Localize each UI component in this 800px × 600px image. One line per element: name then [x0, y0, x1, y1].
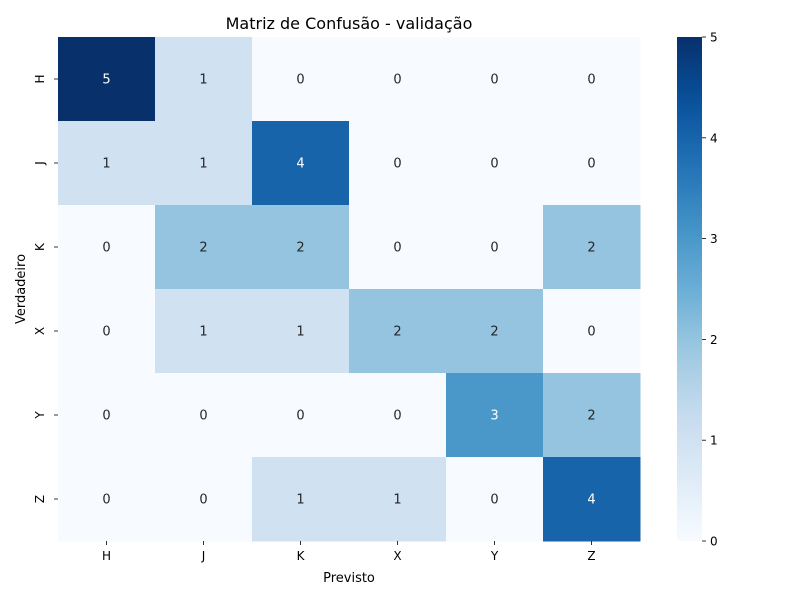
- cell-value-label: 0: [296, 409, 304, 424]
- cell-value-label: 0: [490, 241, 498, 256]
- cell-value-label: 2: [490, 325, 498, 340]
- y-tick-label: Z: [33, 495, 47, 503]
- x-axis-label: Previsto: [323, 571, 375, 586]
- cell-value-label: 1: [296, 325, 304, 340]
- heatmap-cell: [155, 373, 253, 458]
- colorbar-tick-label: 1: [710, 434, 718, 448]
- cell-value-label: 0: [587, 73, 595, 88]
- cell-value-label: 0: [102, 241, 110, 256]
- heatmap-cell: [349, 121, 447, 206]
- heatmap-cell: [155, 121, 253, 206]
- x-tick-label: K: [297, 549, 306, 563]
- heatmap-cell: [446, 373, 544, 458]
- heatmap-cell: [155, 289, 253, 374]
- cell-value-label: 2: [587, 409, 595, 424]
- heatmap-cell: [58, 373, 156, 458]
- colorbar-ticks: 0 1 2 3 4 5: [702, 31, 718, 549]
- heatmap-cell: [446, 37, 544, 122]
- cell-value-label: 1: [199, 73, 207, 88]
- x-tick-label: J: [201, 549, 206, 563]
- heatmap-cell: [543, 373, 641, 458]
- colorbar-tick-label: 3: [710, 232, 718, 246]
- cell-value-label: 1: [393, 493, 401, 508]
- y-tick-label: X: [33, 327, 47, 335]
- y-axis-label: Verdadeiro: [14, 254, 29, 324]
- heatmap-cell: [58, 457, 156, 542]
- heatmap-cell: [349, 289, 447, 374]
- heatmap-cell: [252, 457, 350, 542]
- cell-value-label: 0: [490, 157, 498, 172]
- heatmap-cell: [446, 205, 544, 290]
- heatmap-cell: [155, 37, 253, 122]
- colorbar-tick-label: 5: [710, 31, 718, 45]
- cell-value-label: 1: [199, 157, 207, 172]
- cell-value-label: 4: [587, 493, 595, 508]
- heatmap-cell: [543, 457, 641, 542]
- cell-value-label: 0: [587, 325, 595, 340]
- heatmap-cell: [252, 205, 350, 290]
- heatmap-cell: [446, 289, 544, 374]
- cell-value-label: 2: [587, 241, 595, 256]
- cell-value-label: 0: [490, 493, 498, 508]
- y-tick-label: H: [33, 74, 47, 83]
- cell-value-label: 0: [393, 73, 401, 88]
- heatmap-cell: [252, 121, 350, 206]
- heatmap-cell: [349, 205, 447, 290]
- colorbar: [677, 37, 702, 541]
- y-axis-ticks: H J K X Y Z: [33, 74, 58, 503]
- cell-value-label: 3: [490, 409, 498, 424]
- x-tick-label: H: [102, 549, 111, 563]
- cell-value-label: 4: [296, 157, 304, 172]
- cell-value-label: 1: [199, 325, 207, 340]
- cell-value-label: 0: [102, 493, 110, 508]
- colorbar-tick-label: 4: [710, 131, 718, 145]
- heatmap-cell: [58, 37, 156, 122]
- cell-value-label: 0: [393, 241, 401, 256]
- cell-value-label: 0: [587, 157, 595, 172]
- chart-title: Matriz de Confusão - validação: [226, 14, 473, 33]
- heatmap-cell: [252, 289, 350, 374]
- heatmap-cell: [543, 121, 641, 206]
- cell-value-label: 5: [102, 73, 110, 88]
- cell-value-label: 2: [296, 241, 304, 256]
- y-tick-label: J: [33, 161, 47, 166]
- y-tick-label: Y: [33, 411, 47, 420]
- cell-value-label: 0: [102, 409, 110, 424]
- heatmap-cell: [349, 37, 447, 122]
- x-tick-label: Z: [587, 549, 595, 563]
- x-tick-label: Y: [490, 549, 499, 563]
- cell-value-label: 2: [393, 325, 401, 340]
- cell-value-label: 0: [102, 325, 110, 340]
- heatmap-cell: [543, 289, 641, 374]
- cell-value-label: 0: [199, 493, 207, 508]
- heatmap-cell: [543, 205, 641, 290]
- heatmap-cell: [349, 373, 447, 458]
- cell-value-label: 1: [296, 493, 304, 508]
- heatmap-cell: [543, 37, 641, 122]
- heatmap-cell: [58, 121, 156, 206]
- y-tick-label: K: [33, 242, 47, 251]
- cell-value-label: 0: [296, 73, 304, 88]
- heatmap-cell: [446, 121, 544, 206]
- heatmap-cell: [252, 373, 350, 458]
- heatmap-cells: 5 1 0 0 0 0 1 1 4 0 0 0 0 2 2 0 0 2 0 1 1 2 2 0 0 0 0 0 3 2 0 0 1 1 0 4: [58, 37, 641, 542]
- cell-value-label: 0: [393, 157, 401, 172]
- heatmap-cell: [155, 205, 253, 290]
- cell-value-label: 0: [199, 409, 207, 424]
- cell-value-label: 1: [102, 157, 110, 172]
- cell-value-label: 0: [393, 409, 401, 424]
- heatmap-cell: [252, 37, 350, 122]
- heatmap-cell: [446, 457, 544, 542]
- heatmap-cell: [58, 289, 156, 374]
- colorbar-tick-label: 2: [710, 333, 718, 347]
- heatmap-cell: [58, 205, 156, 290]
- x-tick-label: X: [393, 549, 401, 563]
- colorbar-tick-label: 0: [710, 535, 718, 549]
- heatmap-cell: [155, 457, 253, 542]
- heatmap-cell: [349, 457, 447, 542]
- cell-value-label: 2: [199, 241, 207, 256]
- cell-value-label: 0: [490, 73, 498, 88]
